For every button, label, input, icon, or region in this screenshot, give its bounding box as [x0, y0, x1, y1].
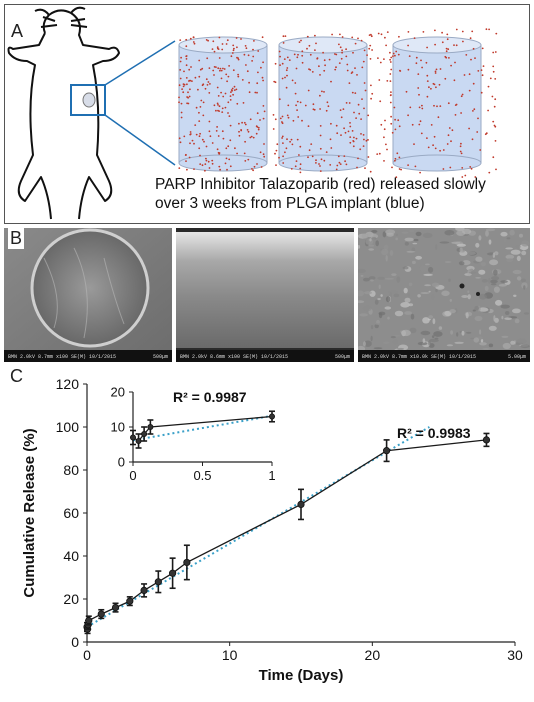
inset-chart-ytick-label: 10 [111, 420, 125, 435]
inset-chart-ytick-label: 20 [111, 385, 125, 400]
main-chart-data-point [97, 610, 105, 618]
inset-chart-xtick-label: 1 [268, 468, 275, 483]
panel-b-label: B [8, 228, 25, 249]
inset-chart-data-point [129, 434, 136, 441]
sem-meta-2: BMN 2.0kV 8.6mm x100 SE(M) 10/1/2015 [180, 354, 289, 360]
caption-line-1: PARP Inhibitor Talazoparib (red) release… [155, 176, 486, 193]
sem-image-cross-section: BMN 2.0kV 8.7mm x100 SE(M) 10/1/2015 500… [4, 228, 172, 362]
main-chart-data-point [111, 604, 120, 612]
main-chart-ytick-label: 0 [71, 634, 79, 650]
inset-chart-xtick-label: 0.5 [193, 468, 211, 483]
panel-b: BMN 2.0kV 8.7mm x100 SE(M) 10/1/2015 500… [4, 228, 530, 362]
main-chart-ytick-label: 40 [63, 548, 79, 564]
y-axis-title: Cumulative Release (%) [21, 428, 38, 597]
inset-chart-trendline [132, 414, 273, 442]
main-chart-trendline [86, 426, 430, 628]
sem-scale-2: 500μm [334, 354, 350, 360]
x-axis-title: Time (Days) [259, 667, 344, 684]
inset-chart-r-squared: R² = 0.9987 [173, 389, 247, 405]
main-chart-xtick-label: 30 [507, 647, 523, 663]
implant-illustration [7, 6, 498, 220]
implant-cylinder-3 [376, 28, 498, 179]
main-chart-data-point [169, 569, 177, 577]
main-chart-data-point [154, 578, 162, 586]
figure-caption: PARP Inhibitor Talazoparib (red) release… [155, 175, 486, 213]
main-chart-ytick-label: 80 [63, 462, 79, 478]
main-chart-xtick-label: 0 [83, 647, 91, 663]
inset-chart-data-point [147, 424, 154, 431]
inset-chart-xtick-label: 0 [129, 468, 136, 483]
main-chart-ytick-label: 100 [56, 419, 80, 435]
inset-chart-data-point [268, 413, 275, 420]
main-chart-series-line [86, 439, 487, 630]
inset-chart-data-point [141, 431, 148, 438]
main-chart-data-point [126, 597, 134, 605]
main-chart-xtick-label: 20 [365, 647, 381, 663]
implant-cylinder-2 [272, 33, 374, 174]
panel-c: C 0 10 20 30 0 20 40 60 80 100 120 R² = 0.9983 Time … [0, 364, 534, 697]
sem-meta-1: BMN 2.0kV 8.7mm x100 SE(M) 10/1/2015 [8, 354, 117, 360]
panel-a: A PARP Inhibitor Talazoparib (red) relea… [4, 4, 530, 224]
implant-site-box [70, 84, 106, 116]
main-chart-r-squared: R² = 0.9983 [397, 425, 471, 441]
sem-image-side-view: BMN 2.0kV 8.6mm x100 SE(M) 10/1/2015 500… [176, 228, 354, 362]
main-chart-data-point [382, 447, 391, 455]
panel-c-label: C [10, 366, 23, 386]
main-chart-data-point [140, 586, 148, 594]
main-chart-data-point [482, 436, 491, 444]
main-chart-ytick-label: 60 [63, 505, 79, 521]
main-chart-data-point [297, 500, 305, 508]
main-chart-ytick-label: 120 [56, 376, 80, 392]
sem-scale-3: 5.00μm [507, 354, 526, 360]
caption-line-2: over 3 weeks from PLGA implant (blue) [155, 195, 425, 212]
panel-a-label: A [11, 21, 24, 41]
main-chart-ytick-label: 20 [63, 591, 79, 607]
main-chart-data-point [85, 616, 93, 625]
mouse-outline [7, 6, 120, 220]
inset-chart-ytick-label: 0 [118, 455, 125, 470]
main-chart-data-point [183, 558, 191, 567]
sem-meta-3: BMN 2.0kV 8.7mm x10.0k SE(M) 10/1/2015 [362, 354, 477, 360]
main-chart-xtick-label: 10 [222, 647, 238, 663]
inset-chart-data-point [135, 438, 142, 445]
sem-image-surface: BMN 2.0kV 8.7mm x10.0k SE(M) 10/1/2015 5… [358, 228, 530, 362]
implant-cylinder-1 [178, 36, 268, 172]
sem-scale-1: 500μm [152, 354, 168, 360]
